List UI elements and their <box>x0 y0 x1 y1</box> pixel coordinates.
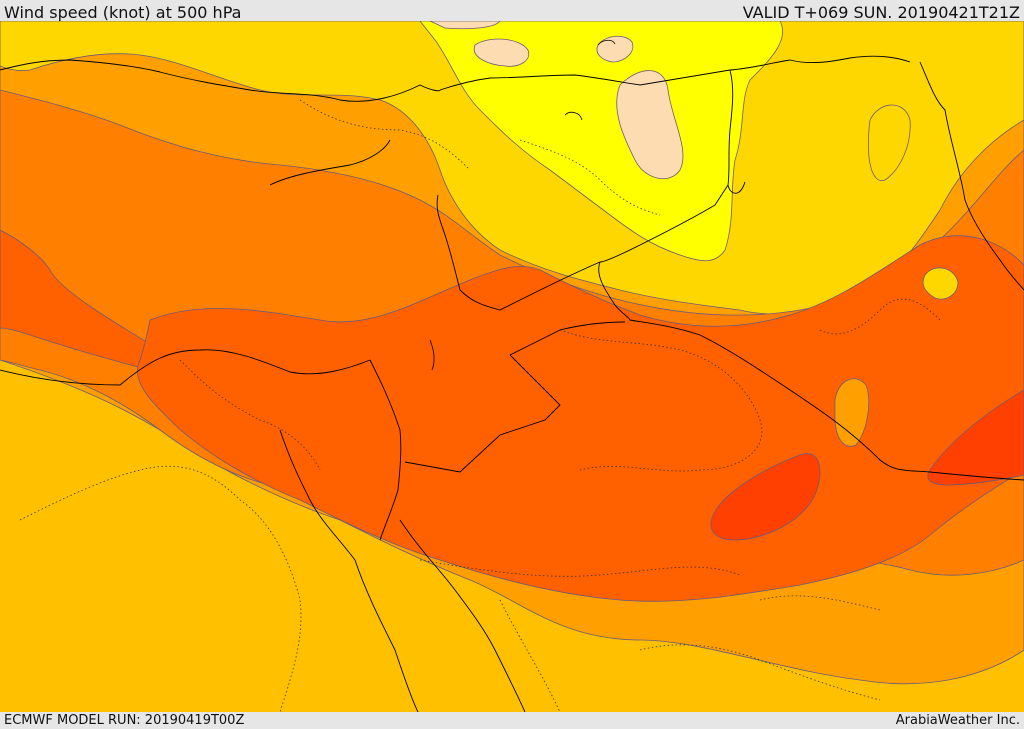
valid-time: VALID T+069 SUN. 20190421T21Z <box>742 3 1020 22</box>
wind-band-fcdcb0-4 <box>429 21 501 30</box>
footer-bar: ECMWF MODEL RUN: 20190419T00Z ArabiaWeat… <box>0 712 1024 729</box>
wind-band-ffa000-island-1 <box>834 378 870 447</box>
wind-band-ffd700-island-2 <box>922 267 959 300</box>
wind-band-ffd700-island-1 <box>867 104 911 181</box>
wind-band-fcdcb0-1 <box>616 70 684 179</box>
wind-band-ff4000-core-1 <box>710 453 821 541</box>
wind-band-fcdcb0-3 <box>596 35 634 63</box>
wind-speed-map[interactable] <box>0 21 1024 712</box>
map-canvas <box>0 21 1024 712</box>
credit-label: ArabiaWeather Inc. <box>895 713 1020 728</box>
wind-band-ff4000-core-2 <box>927 389 1024 486</box>
borders <box>0 55 1024 712</box>
model-run-label: ECMWF MODEL RUN: 20190419T00Z <box>4 713 245 728</box>
header-bar: Wind speed (knot) at 500 hPa VALID T+069… <box>0 0 1024 22</box>
water-bodies <box>429 39 616 371</box>
dotted-boundaries <box>19 99 941 712</box>
wind-band-fcdcb0-2 <box>473 38 530 67</box>
wind-band-ffff00 <box>419 21 783 262</box>
map-title: Wind speed (knot) at 500 hPa <box>4 3 242 22</box>
